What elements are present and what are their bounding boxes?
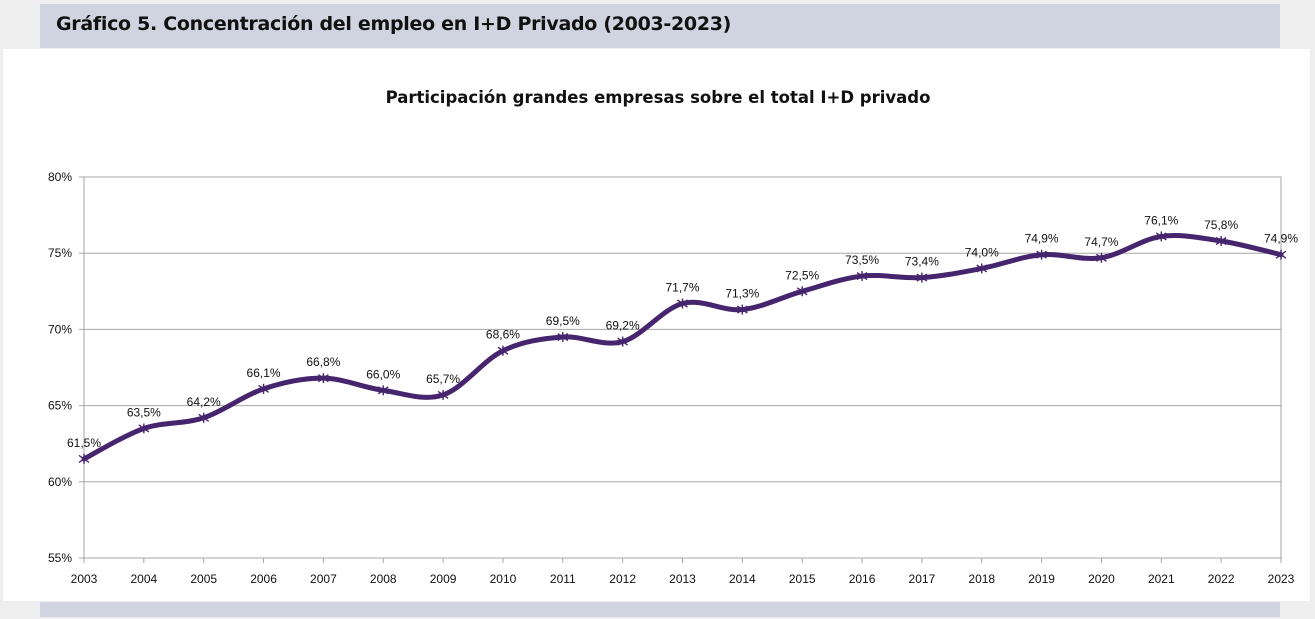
data-point-marker xyxy=(497,345,509,356)
data-label: 76,1% xyxy=(1144,213,1178,227)
data-label: 66,1% xyxy=(247,366,281,380)
data-label: 71,7% xyxy=(665,280,699,294)
x-tick-label: 2017 xyxy=(909,572,936,586)
y-tick-label: 75% xyxy=(48,246,72,260)
x-tick-label: 2005 xyxy=(190,572,217,586)
x-tick-label: 2020 xyxy=(1088,572,1115,586)
y-tick-label: 65% xyxy=(48,399,72,413)
y-tick-label: 60% xyxy=(48,475,72,489)
data-point-marker xyxy=(1096,252,1107,263)
data-label: 72,5% xyxy=(785,268,819,282)
x-tick-label: 2009 xyxy=(430,572,457,586)
data-label: 63,5% xyxy=(127,405,161,419)
data-label: 61,5% xyxy=(67,436,101,450)
x-tick-label: 2023 xyxy=(1268,572,1295,586)
data-label: 66,0% xyxy=(366,367,400,381)
y-tick-label: 55% xyxy=(48,551,72,565)
data-label: 68,6% xyxy=(486,328,520,342)
data-point-marker xyxy=(317,373,329,384)
data-point-marker xyxy=(1275,249,1287,260)
data-label: 69,2% xyxy=(606,319,640,333)
data-label: 65,7% xyxy=(426,372,460,386)
data-point-marker xyxy=(617,336,629,347)
y-tick-label: 80% xyxy=(48,170,72,184)
data-point-marker xyxy=(1215,236,1227,247)
data-point-marker xyxy=(138,423,150,434)
data-label: 74,7% xyxy=(1084,235,1118,249)
data-labels: 61,5% 63,5% 64,2% 66,1% 66,8% 66,0% 65,7% 68,6%… xyxy=(67,213,1298,450)
data-point-marker xyxy=(437,389,449,400)
x-tick-label: 2014 xyxy=(729,572,756,586)
data-label: 71,3% xyxy=(725,287,759,301)
x-tick-label: 2008 xyxy=(370,572,397,586)
series-line xyxy=(81,233,1284,462)
data-label: 74,0% xyxy=(965,245,999,259)
data-point-marker xyxy=(796,286,808,297)
data-point-marker xyxy=(677,298,688,309)
data-point-marker xyxy=(736,304,748,315)
x-tick-label: 2007 xyxy=(310,572,337,586)
header-band: Gráfico 5. Concentración del empleo en I… xyxy=(40,4,1280,48)
data-point-marker xyxy=(1155,231,1167,242)
data-point-marker xyxy=(1036,249,1048,260)
data-point-marker xyxy=(377,385,389,396)
data-point-marker xyxy=(78,453,90,464)
x-tick-label: 2004 xyxy=(130,572,157,586)
figure-title: Gráfico 5. Concentración del empleo en I… xyxy=(56,13,732,35)
data-point-marker xyxy=(198,412,210,423)
data-label: 64,2% xyxy=(187,395,221,409)
x-tick-label: 2018 xyxy=(968,572,995,586)
x-tick-label: 2006 xyxy=(250,572,277,586)
data-label: 73,5% xyxy=(845,253,879,267)
data-label: 73,4% xyxy=(905,255,939,269)
x-tick-label: 2003 xyxy=(71,572,98,586)
data-point-marker xyxy=(916,272,928,283)
x-tick-label: 2010 xyxy=(490,572,517,586)
data-point-marker xyxy=(976,263,988,274)
x-tick-label: 2021 xyxy=(1148,572,1175,586)
x-tick-label: 2013 xyxy=(669,572,696,586)
data-label: 75,8% xyxy=(1204,218,1238,232)
footer-band xyxy=(40,602,1280,617)
x-tick-label: 2011 xyxy=(550,572,576,586)
data-label: 69,5% xyxy=(546,314,580,328)
x-tick-label: 2012 xyxy=(609,572,636,586)
axes: 55% 60% 65% 70% 75% 80% 2003 2004 2005 2006 2007 20… xyxy=(48,170,1295,586)
x-tick-label: 2016 xyxy=(849,572,876,586)
chart-panel xyxy=(3,49,1310,601)
x-tick-label: 2019 xyxy=(1028,572,1055,586)
data-point-marker xyxy=(856,271,868,282)
series xyxy=(78,231,1287,464)
y-tick-label: 70% xyxy=(48,322,72,336)
data-point-marker xyxy=(557,332,569,343)
data-label: 66,8% xyxy=(306,355,340,369)
data-label: 74,9% xyxy=(1025,232,1059,246)
x-tick-label: 2015 xyxy=(789,572,816,586)
data-label: 74,9% xyxy=(1264,232,1298,246)
data-point-marker xyxy=(258,383,269,394)
chart-title: Participación grandes empresas sobre el … xyxy=(386,88,931,107)
x-tick-label: 2022 xyxy=(1208,572,1235,586)
